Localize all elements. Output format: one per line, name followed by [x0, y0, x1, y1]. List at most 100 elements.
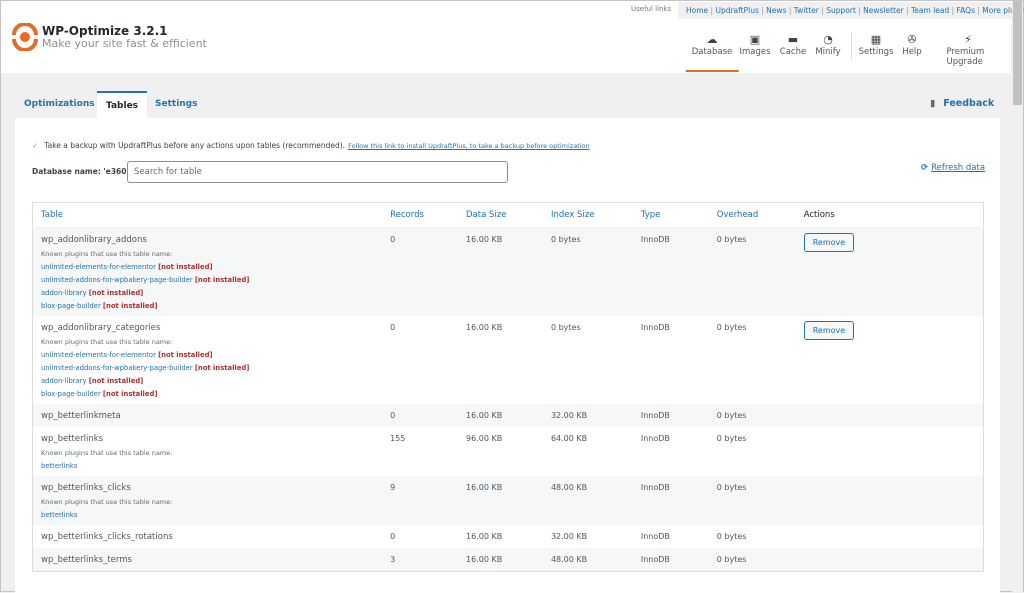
table-name-cell: wp_betterlinks Known plugins that use thi… — [33, 427, 383, 476]
feedback-link[interactable]: ▮ Feedback — [930, 98, 995, 109]
backup-checkbox[interactable]: ✓ — [32, 141, 39, 150]
plugin-link[interactable]: blox-page-builder — [41, 302, 101, 310]
nav-settings[interactable]: ▦ Settings — [859, 33, 894, 57]
not-installed-badge: [not installed] — [158, 263, 213, 271]
remove-button[interactable]: Remove — [803, 321, 855, 340]
known-plugins-label: Known plugins that use this table name: — [41, 250, 173, 258]
plugin-link[interactable]: unlimited-addons-for-wpbakery-page-build… — [41, 364, 193, 372]
useful-link-updraftplus[interactable]: UpdraftPlus — [715, 6, 759, 15]
type-cell: InnoDB — [640, 235, 670, 244]
archive-icon: ▬ — [787, 33, 799, 46]
nav-label: Help — [902, 47, 922, 57]
table-name: wp_betterlinks_terms — [41, 555, 132, 565]
not-installed-badge: [not installed] — [102, 302, 158, 310]
table-name-cell: wp_betterlinks_clicks_rotations — [33, 525, 383, 548]
table-row: wp_betterlinks Known plugins that use thi… — [33, 427, 984, 476]
nav-label: Database — [691, 47, 733, 57]
records-cell: 155 — [390, 434, 406, 443]
nav-minify[interactable]: ◔ Minify — [815, 33, 840, 57]
plugin-item: unlimited-elements-for-elementor [not in… — [41, 263, 374, 271]
actions-cell: Remove — [796, 316, 984, 404]
plugin-link[interactable]: betterlinks — [41, 511, 78, 519]
useful-link-team-lead[interactable]: Team lead — [910, 6, 950, 15]
useful-link-home[interactable]: Home — [686, 6, 709, 15]
refresh-icon: ⟳ — [921, 163, 929, 173]
useful-link-newsletter[interactable]: Newsletter — [863, 6, 904, 15]
column-header-actions: Actions — [795, 202, 984, 228]
column-header-data-size[interactable]: Data Size — [458, 202, 543, 228]
plugin-link[interactable]: addon-library — [41, 289, 87, 297]
table-name: wp_addonlibrary_addons — [41, 235, 147, 245]
search-table-input[interactable] — [127, 161, 508, 183]
useful-link-support[interactable]: Support — [826, 6, 856, 15]
column-header-records[interactable]: Records — [382, 202, 459, 228]
scrollbar[interactable] — [1012, 1, 1023, 593]
plugin-link[interactable]: addon-library — [41, 377, 87, 385]
useful-link-more-plugins[interactable]: More plugins — [982, 6, 1024, 15]
backup-option: ✓ Take a backup with UpdraftPlus before a… — [32, 141, 590, 150]
nav-images[interactable]: ▣ Images — [739, 33, 770, 57]
plugin-item: unlimited-addons-for-wpbakery-page-build… — [41, 364, 374, 372]
column-header-table[interactable]: Table — [32, 202, 383, 228]
table-row: wp_addonlibrary_addons Known plugins that… — [32, 227, 984, 317]
not-installed-badge: [not installed] — [88, 289, 144, 297]
table-name-cell: wp_betterlinks_clicks Known plugins that … — [33, 476, 383, 525]
plugin-link[interactable]: unlimited-elements-for-elementor — [41, 263, 156, 271]
plugin-link[interactable]: unlimited-addons-for-wpbakery-page-build… — [41, 276, 193, 284]
plugin-link[interactable]: blox-page-builder — [41, 390, 101, 398]
overhead-cell: 0 bytes — [716, 483, 747, 492]
known-plugins-label: Known plugins that use this table name: — [41, 338, 173, 346]
nav-label: Settings — [858, 47, 894, 57]
plugin-item: unlimited-elements-for-elementor [not in… — [41, 351, 374, 359]
records-cell: 0 — [390, 323, 396, 332]
table-name: wp_betterlinks_clicks_rotations — [41, 532, 173, 542]
type-cell: InnoDB — [640, 323, 670, 332]
settings-icon: ▦ — [870, 33, 882, 46]
nav-database[interactable]: ☁ Database — [685, 33, 738, 72]
column-header-index-size[interactable]: Index Size — [542, 202, 633, 228]
install-updraftplus-link[interactable]: Follow this link to install UpdraftPlus,… — [348, 142, 590, 150]
plugin-item: blox-page-builder [not installed] — [41, 390, 374, 398]
type-cell: InnoDB — [640, 411, 670, 420]
nav-label: Minify — [815, 47, 841, 57]
remove-button[interactable]: Remove — [803, 233, 855, 252]
refresh-data-link[interactable]: ⟳ Refresh data — [921, 163, 986, 173]
tab-tables[interactable]: Tables — [97, 91, 148, 118]
plugin-link[interactable]: betterlinks — [41, 462, 78, 470]
records-cell: 0 — [390, 235, 396, 244]
useful-link-twitter[interactable]: Twitter — [793, 6, 819, 15]
nav-label: Cache — [779, 47, 807, 57]
nav-divider — [851, 32, 852, 60]
link-separator: | — [903, 6, 911, 15]
useful-link-faqs[interactable]: FAQs — [956, 6, 975, 15]
cloud-icon: ☁ — [706, 33, 718, 46]
scrollbar-thumb[interactable] — [1013, 1, 1022, 105]
overhead-cell: 0 bytes — [716, 532, 747, 541]
data-size-cell: 96.00 KB — [466, 434, 503, 443]
useful-links-label: Useful links — [631, 5, 672, 13]
table-name-cell: wp_addonlibrary_categories Known plugins … — [33, 316, 383, 404]
tab-optimizations[interactable]: Optimizations — [24, 99, 95, 109]
records-cell: 0 — [390, 411, 396, 420]
table-row: wp_betterlinks_clicks_rotations 0 16.00 KB… — [33, 525, 984, 548]
column-header-overhead[interactable]: Overhead — [708, 202, 796, 228]
table-name: wp_betterlinkmeta — [41, 411, 121, 421]
index-size-cell: 64.00 KB — [550, 434, 588, 443]
link-separator: | — [949, 6, 957, 15]
link-separator: | — [758, 6, 767, 15]
nav-premium-upgrade[interactable]: ⚡ Premium Upgrade — [947, 33, 990, 67]
app-subtitle: Make your site fast & efficient — [42, 37, 207, 50]
tables-panel — [15, 118, 1000, 593]
wp-optimize-logo-icon — [12, 23, 38, 51]
nav-label: Premium Upgrade — [946, 47, 985, 67]
plugin-link[interactable]: unlimited-elements-for-elementor — [41, 351, 156, 359]
column-header-type[interactable]: Type — [632, 202, 709, 228]
useful-link-news[interactable]: News — [766, 6, 787, 15]
nav-cache[interactable]: ▬ Cache — [780, 33, 806, 57]
nav-help[interactable]: ✇ Help — [902, 33, 921, 57]
tab-settings[interactable]: Settings — [155, 99, 198, 109]
lifebuoy-icon: ✇ — [907, 33, 917, 46]
plugin-item: betterlinks — [41, 462, 374, 470]
index-size-cell: 0 bytes — [550, 235, 581, 244]
table-name-cell: wp_addonlibrary_addons Known plugins that… — [33, 228, 383, 317]
